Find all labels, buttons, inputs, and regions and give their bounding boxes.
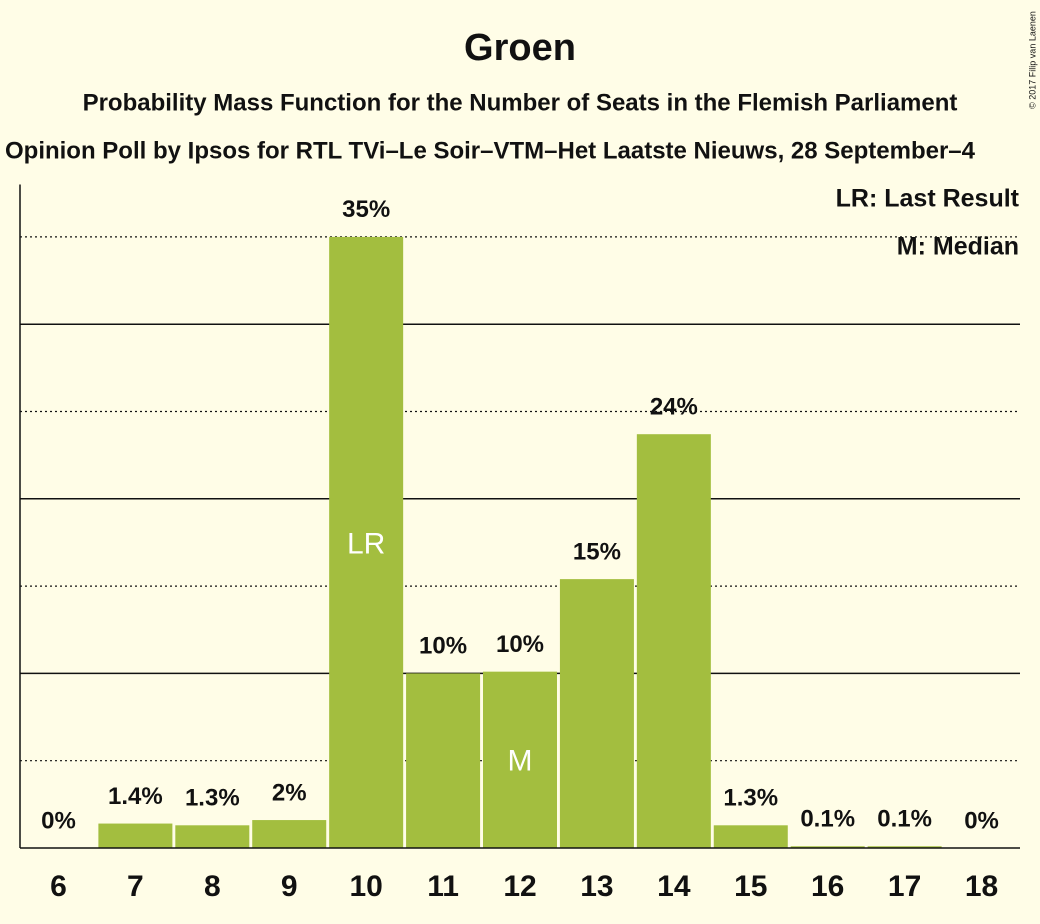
value-label: 1.4%	[108, 783, 163, 810]
value-label: 1.3%	[723, 785, 778, 812]
x-tick-label: 8	[204, 870, 221, 903]
bar	[790, 846, 865, 848]
chart-subtitle: Opinion Poll by Ipsos for RTL TVi–Le Soi…	[5, 137, 976, 164]
bar-annotation: M	[508, 745, 533, 778]
x-tick-label: 16	[811, 870, 844, 903]
copyright: © 2017 Filip van Laenen	[1027, 11, 1037, 109]
bar	[252, 820, 327, 848]
x-tick-label: 11	[427, 870, 459, 903]
value-label: 35%	[342, 196, 390, 223]
bar	[175, 825, 250, 848]
value-label: 0.1%	[877, 806, 932, 833]
x-tick-label: 13	[580, 870, 613, 903]
bar	[713, 825, 788, 848]
value-label: 0%	[964, 807, 999, 834]
x-tick-label: 18	[965, 870, 998, 903]
legend-entry: M: Median	[897, 233, 1019, 261]
x-tick-label: 15	[734, 870, 767, 903]
legend-entry: LR: Last Result	[836, 185, 1020, 213]
bar	[636, 434, 711, 848]
bar	[98, 823, 173, 848]
x-tick-label: 17	[888, 870, 921, 903]
value-label: 10%	[496, 631, 544, 658]
value-label: 24%	[650, 394, 698, 421]
bar	[867, 846, 942, 848]
chart-title: Groen	[464, 27, 576, 69]
value-label: 15%	[573, 538, 621, 565]
bar	[406, 673, 481, 848]
x-tick-label: 12	[503, 870, 536, 903]
bar	[483, 671, 557, 848]
x-tick-label: 7	[127, 870, 144, 903]
value-label: 0.1%	[800, 806, 855, 833]
x-tick-label: 6	[50, 870, 67, 903]
value-label: 2%	[272, 779, 307, 806]
x-tick-label: 10	[349, 870, 382, 903]
bar-annotation: LR	[347, 527, 385, 560]
value-label: 1.3%	[185, 785, 240, 812]
x-tick-label: 9	[281, 870, 298, 903]
bar	[329, 236, 404, 848]
bar	[559, 579, 634, 848]
value-label: 10%	[419, 633, 467, 660]
chart-subtitle: Probability Mass Function for the Number…	[83, 89, 958, 116]
x-tick-label: 14	[657, 870, 691, 903]
value-label: 0%	[41, 807, 76, 834]
